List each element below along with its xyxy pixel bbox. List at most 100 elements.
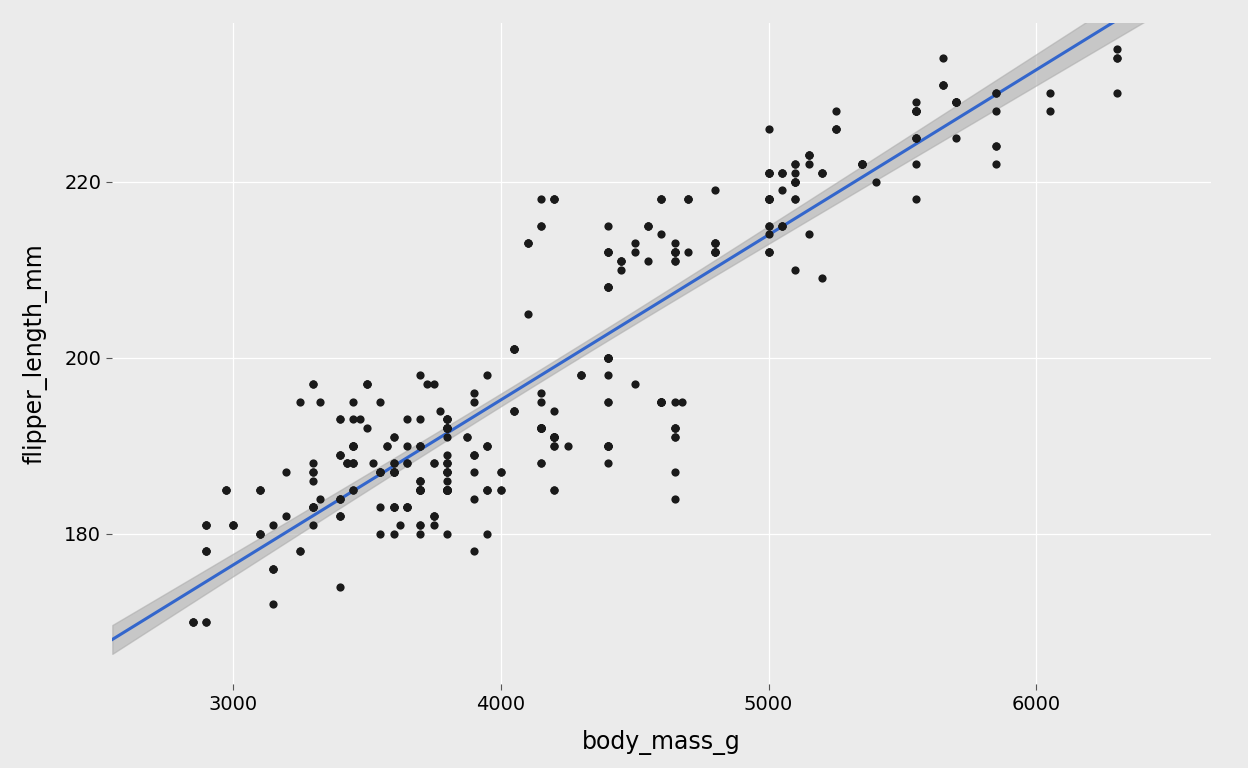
Point	[397, 439, 417, 452]
Point	[986, 157, 1006, 170]
Point	[598, 439, 618, 452]
Point	[437, 422, 457, 434]
Point	[343, 439, 363, 452]
Point	[250, 484, 270, 496]
Point	[303, 502, 323, 514]
Point	[932, 78, 952, 91]
Point	[263, 563, 283, 575]
Point	[437, 484, 457, 496]
Point	[464, 545, 484, 558]
Point	[665, 255, 685, 267]
Point	[558, 439, 578, 452]
Point	[705, 237, 725, 250]
Point	[196, 616, 216, 628]
Point	[477, 369, 497, 382]
Point	[651, 396, 671, 408]
Point	[544, 431, 564, 443]
Point	[303, 475, 323, 487]
Point	[424, 510, 444, 522]
Point	[906, 105, 926, 118]
Point	[277, 510, 297, 522]
Point	[1107, 52, 1127, 65]
Point	[866, 175, 886, 187]
Point	[411, 475, 431, 487]
Point	[544, 439, 564, 452]
Point	[250, 484, 270, 496]
Point	[598, 396, 618, 408]
Point	[437, 528, 457, 540]
Point	[638, 220, 658, 232]
Point	[852, 157, 872, 170]
Point	[383, 466, 403, 478]
Point	[250, 528, 270, 540]
Point	[665, 246, 685, 258]
Point	[544, 484, 564, 496]
Point	[437, 484, 457, 496]
Point	[625, 378, 645, 390]
Point	[303, 502, 323, 514]
Point	[906, 131, 926, 144]
Point	[437, 475, 457, 487]
Point	[343, 439, 363, 452]
Point	[182, 616, 202, 628]
Point	[504, 343, 524, 355]
Point	[530, 422, 550, 434]
Point	[665, 492, 685, 505]
Point	[504, 343, 524, 355]
Point	[504, 405, 524, 417]
Point	[337, 457, 357, 469]
Point	[625, 246, 645, 258]
Point	[437, 484, 457, 496]
Point	[303, 502, 323, 514]
Point	[665, 246, 685, 258]
Point	[437, 484, 457, 496]
Point	[785, 175, 805, 187]
Point	[357, 378, 377, 390]
Point	[705, 184, 725, 197]
Point	[651, 193, 671, 205]
Point	[343, 484, 363, 496]
Point	[377, 439, 397, 452]
Point	[250, 528, 270, 540]
Point	[544, 484, 564, 496]
Point	[411, 484, 431, 496]
Point	[544, 193, 564, 205]
Point	[437, 457, 457, 469]
Point	[705, 246, 725, 258]
Point	[665, 237, 685, 250]
Point	[437, 484, 457, 496]
Point	[357, 378, 377, 390]
Point	[665, 431, 685, 443]
Point	[906, 105, 926, 118]
Point	[785, 175, 805, 187]
Point	[383, 457, 403, 469]
Point	[678, 193, 698, 205]
Point	[290, 396, 310, 408]
Point	[826, 123, 846, 135]
Point	[1107, 52, 1127, 65]
Point	[1107, 43, 1127, 55]
Point	[759, 167, 779, 179]
Point	[598, 439, 618, 452]
Point	[383, 466, 403, 478]
Point	[651, 193, 671, 205]
Point	[310, 492, 329, 505]
Point	[329, 492, 349, 505]
Point	[383, 528, 403, 540]
Point	[411, 528, 431, 540]
Point	[906, 193, 926, 205]
Point	[504, 405, 524, 417]
Point	[437, 413, 457, 425]
Point	[773, 167, 792, 179]
Point	[530, 387, 550, 399]
Point	[411, 484, 431, 496]
Point	[518, 307, 538, 319]
Point	[351, 413, 371, 425]
Point	[437, 413, 457, 425]
Point	[397, 502, 417, 514]
Point	[544, 431, 564, 443]
Point	[371, 396, 391, 408]
Point	[530, 422, 550, 434]
Point	[544, 431, 564, 443]
Point	[343, 457, 363, 469]
